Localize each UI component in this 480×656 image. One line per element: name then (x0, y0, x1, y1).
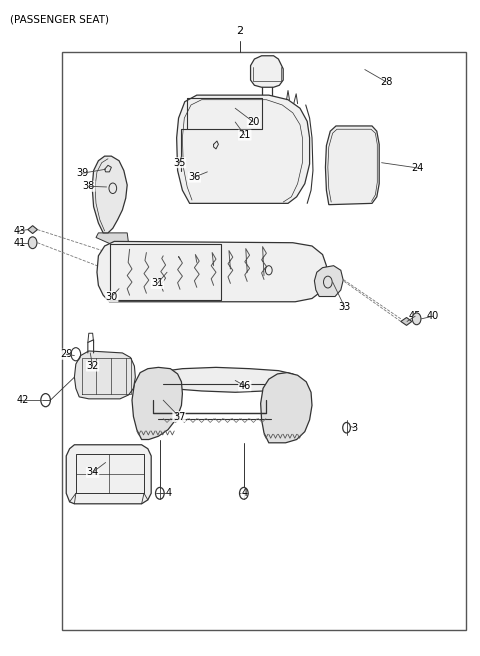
Polygon shape (132, 367, 182, 440)
Polygon shape (325, 126, 379, 205)
Text: 33: 33 (338, 302, 351, 312)
Polygon shape (251, 56, 283, 87)
Text: 41: 41 (13, 237, 25, 248)
Polygon shape (66, 445, 151, 504)
Text: 20: 20 (247, 117, 260, 127)
Text: 24: 24 (411, 163, 424, 173)
Text: (PASSENGER SEAT): (PASSENGER SEAT) (10, 14, 108, 24)
Polygon shape (74, 351, 135, 399)
Circle shape (412, 313, 421, 325)
Text: 32: 32 (86, 361, 99, 371)
Text: 40: 40 (427, 311, 439, 321)
Text: 28: 28 (380, 77, 393, 87)
Polygon shape (28, 226, 37, 234)
Text: 2: 2 (237, 26, 243, 36)
Text: 30: 30 (106, 291, 118, 302)
Text: 34: 34 (86, 467, 99, 478)
Polygon shape (96, 233, 129, 249)
Text: 46: 46 (239, 380, 251, 391)
Text: 21: 21 (239, 130, 251, 140)
Text: 43: 43 (13, 226, 25, 236)
Text: 4: 4 (242, 488, 248, 499)
Polygon shape (401, 318, 412, 325)
Polygon shape (177, 95, 310, 203)
Text: 39: 39 (76, 168, 89, 178)
Polygon shape (97, 241, 326, 302)
Text: 31: 31 (151, 278, 164, 289)
Text: 35: 35 (173, 157, 186, 168)
Text: 42: 42 (17, 395, 29, 405)
Text: 3: 3 (351, 422, 357, 433)
Text: 37: 37 (173, 411, 185, 422)
Polygon shape (92, 156, 127, 233)
Circle shape (28, 237, 37, 249)
Text: 45: 45 (409, 311, 421, 321)
Text: 29: 29 (60, 349, 72, 359)
Text: 38: 38 (83, 181, 95, 192)
Polygon shape (146, 367, 297, 392)
Polygon shape (261, 373, 312, 443)
Text: 4: 4 (166, 488, 172, 499)
Text: 36: 36 (188, 172, 201, 182)
Polygon shape (314, 266, 343, 297)
